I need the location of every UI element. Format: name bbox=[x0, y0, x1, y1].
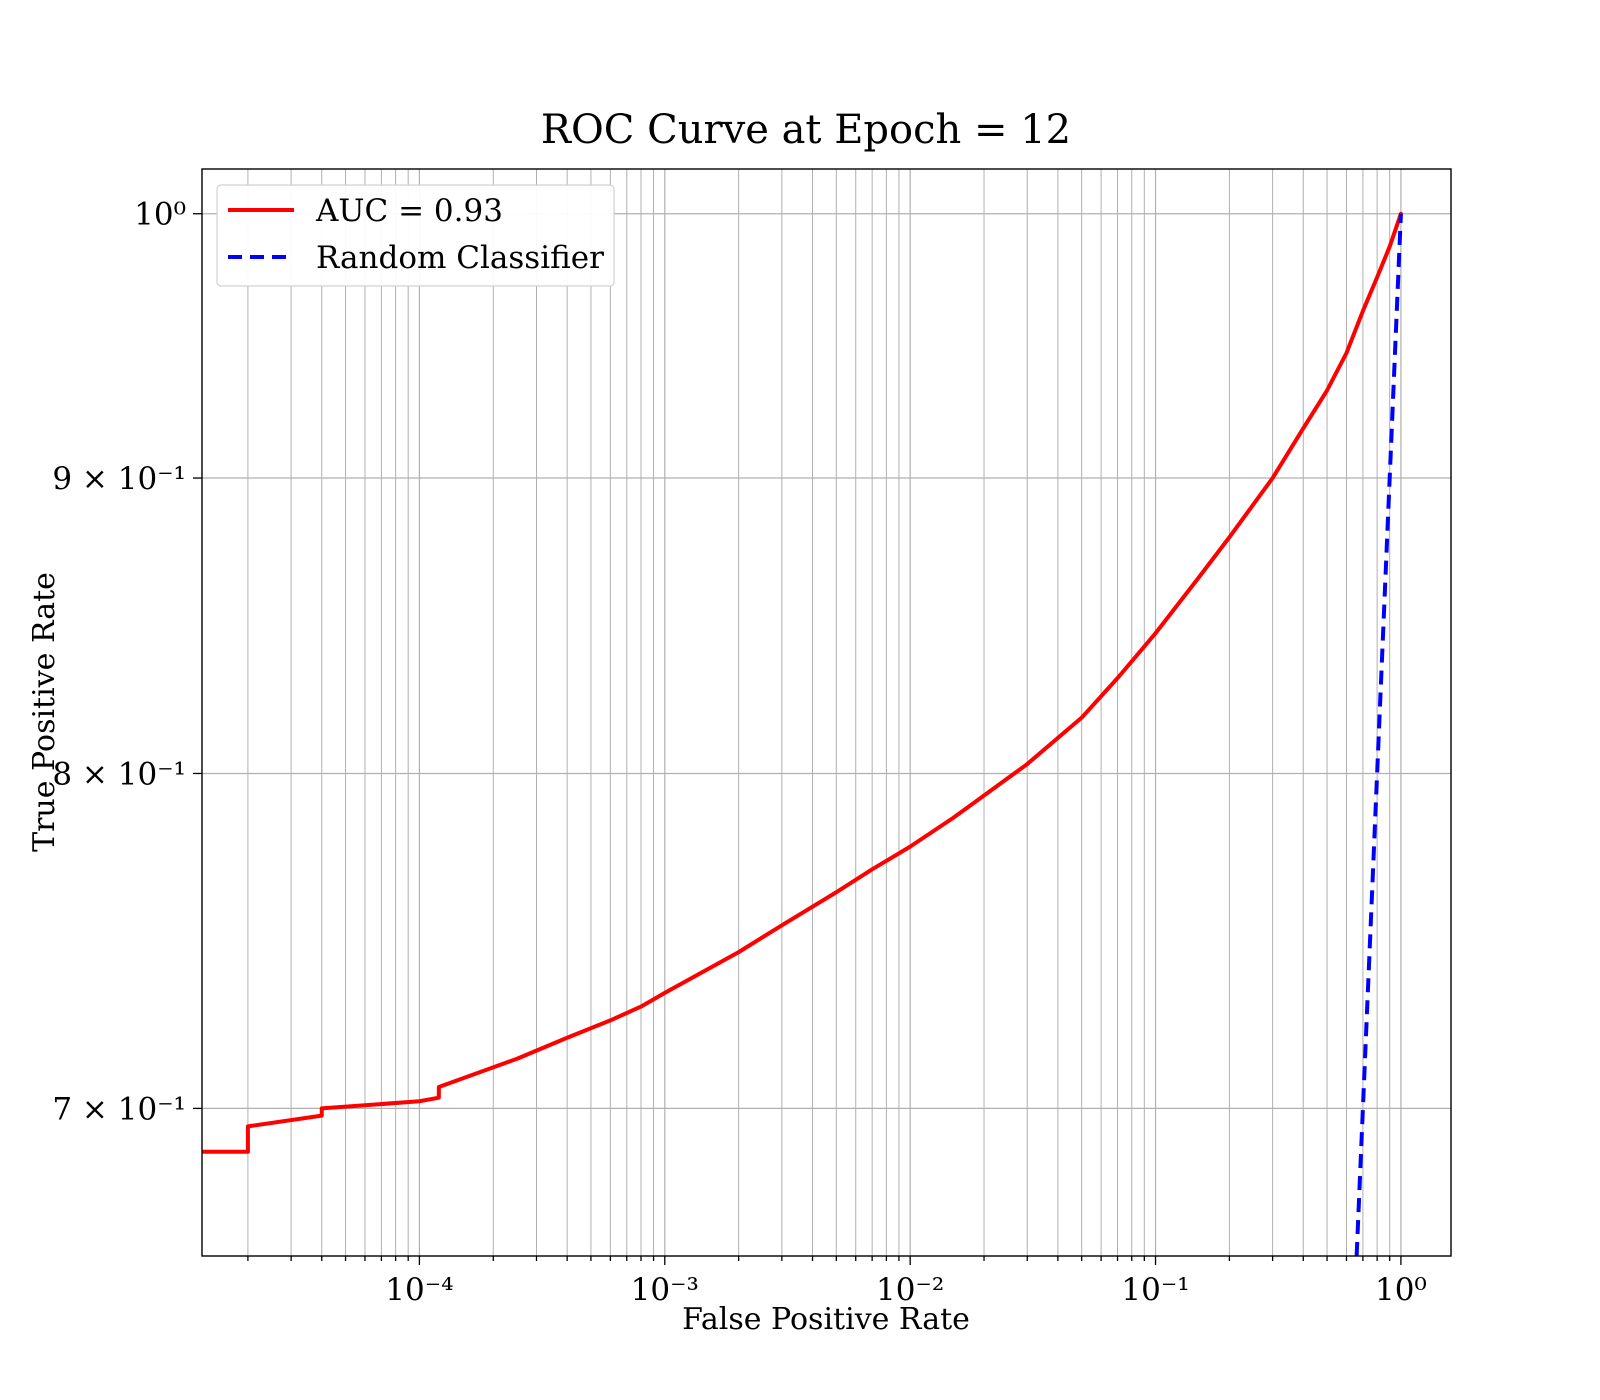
y-tick-label: 10⁰ bbox=[134, 197, 186, 233]
random-classifier-series bbox=[1354, 213, 1403, 1256]
x-tick-label: 10⁰ bbox=[1375, 1272, 1427, 1308]
chart-title: ROC Curve at Epoch = 12 bbox=[541, 107, 1071, 153]
roc-curve-series bbox=[202, 211, 1403, 1154]
y-tick-label: 8 × 10⁻¹ bbox=[52, 756, 186, 792]
x-axis-label: False Positive Rate bbox=[682, 1302, 970, 1337]
legend-random-label: Random Classifier bbox=[316, 240, 604, 276]
tick-layer: 7 × 10⁻¹ 8 × 10⁻¹ 9 × 10⁻¹ 10⁰ 10⁻⁴ 10⁻³ 10⁻² 1… bbox=[52, 197, 1427, 1308]
y-tick-label: 7 × 10⁻¹ bbox=[52, 1091, 186, 1127]
legend: AUC = 0.93 Random Classifier bbox=[216, 184, 615, 287]
y-tick-label: 9 × 10⁻¹ bbox=[52, 461, 186, 497]
grid-layer bbox=[202, 169, 1451, 1256]
x-tick-label: 10⁻¹ bbox=[1121, 1272, 1189, 1308]
plot-frame bbox=[201, 168, 1452, 1257]
legend-auc-label: AUC = 0.93 bbox=[315, 193, 503, 229]
legend-frame bbox=[216, 184, 615, 287]
x-tick-label: 10⁻³ bbox=[631, 1272, 699, 1308]
x-tick-label: 10⁻⁴ bbox=[385, 1272, 453, 1308]
y-axis-label: True Positive Rate bbox=[27, 572, 62, 852]
x-tick-label: 10⁻² bbox=[876, 1272, 944, 1308]
series-layer bbox=[202, 211, 1403, 1256]
